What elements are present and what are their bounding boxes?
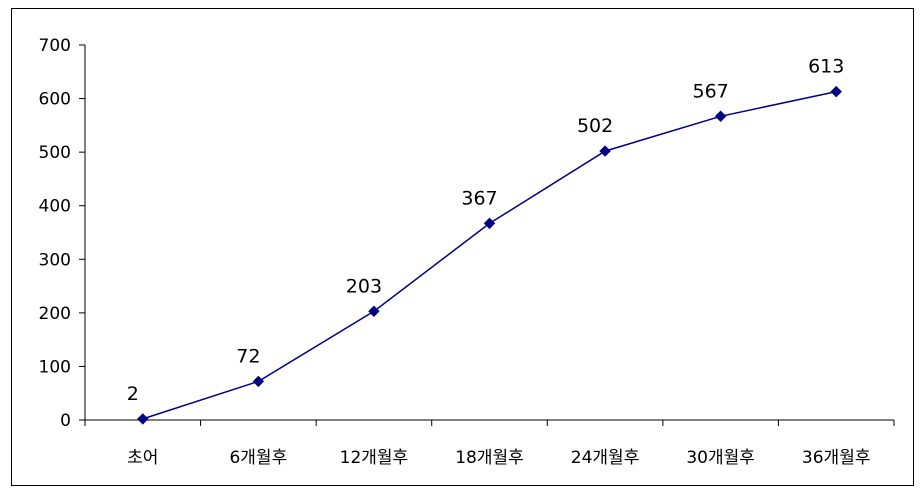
data-point-marker [830, 85, 842, 98]
y-tick-label: 300 [39, 250, 71, 270]
x-tick-label: 18개월후 [455, 448, 524, 468]
y-tick-label: 700 [39, 36, 71, 56]
data-label: 72 [236, 345, 260, 367]
data-label: 367 [461, 187, 497, 209]
x-tick-label: 12개월후 [340, 448, 409, 468]
data-point-marker [368, 305, 380, 317]
data-label: 567 [693, 80, 729, 102]
data-labels: 2 72 203 367 502 567 613 [127, 56, 845, 405]
data-label: 502 [577, 115, 613, 137]
y-tick-label: 600 [39, 90, 71, 110]
data-point-marker [252, 375, 265, 388]
y-axis-ticks: 0 100 200 300 400 500 600 700 [39, 36, 85, 431]
chart-frame [11, 8, 914, 486]
y-tick-label: 100 [39, 357, 71, 377]
y-tick-label: 500 [39, 143, 71, 163]
data-point-marker [483, 217, 496, 230]
y-tick-label: 400 [39, 197, 71, 217]
y-tick-label: 0 [60, 411, 71, 431]
x-tick-label: 24개월후 [571, 448, 640, 468]
series-line [142, 90, 837, 420]
series [137, 85, 842, 425]
data-point-marker [714, 110, 727, 122]
x-tick-label: 6개월후 [229, 448, 287, 468]
axes [84, 45, 894, 421]
x-axis-ticks: 초어 6개월후 12개월후 18개월후 24개월후 30개월후 36개월후 [84, 420, 895, 468]
data-label: 613 [808, 56, 844, 78]
x-tick-label: 36개월후 [802, 448, 871, 468]
data-label: 203 [346, 275, 382, 297]
x-tick-label: 초어 [127, 448, 158, 468]
y-tick-label: 200 [39, 304, 71, 324]
data-label: 2 [127, 383, 139, 405]
data-point-marker [599, 145, 611, 157]
data-point-marker [137, 413, 149, 425]
x-tick-label: 30개월후 [686, 448, 755, 468]
